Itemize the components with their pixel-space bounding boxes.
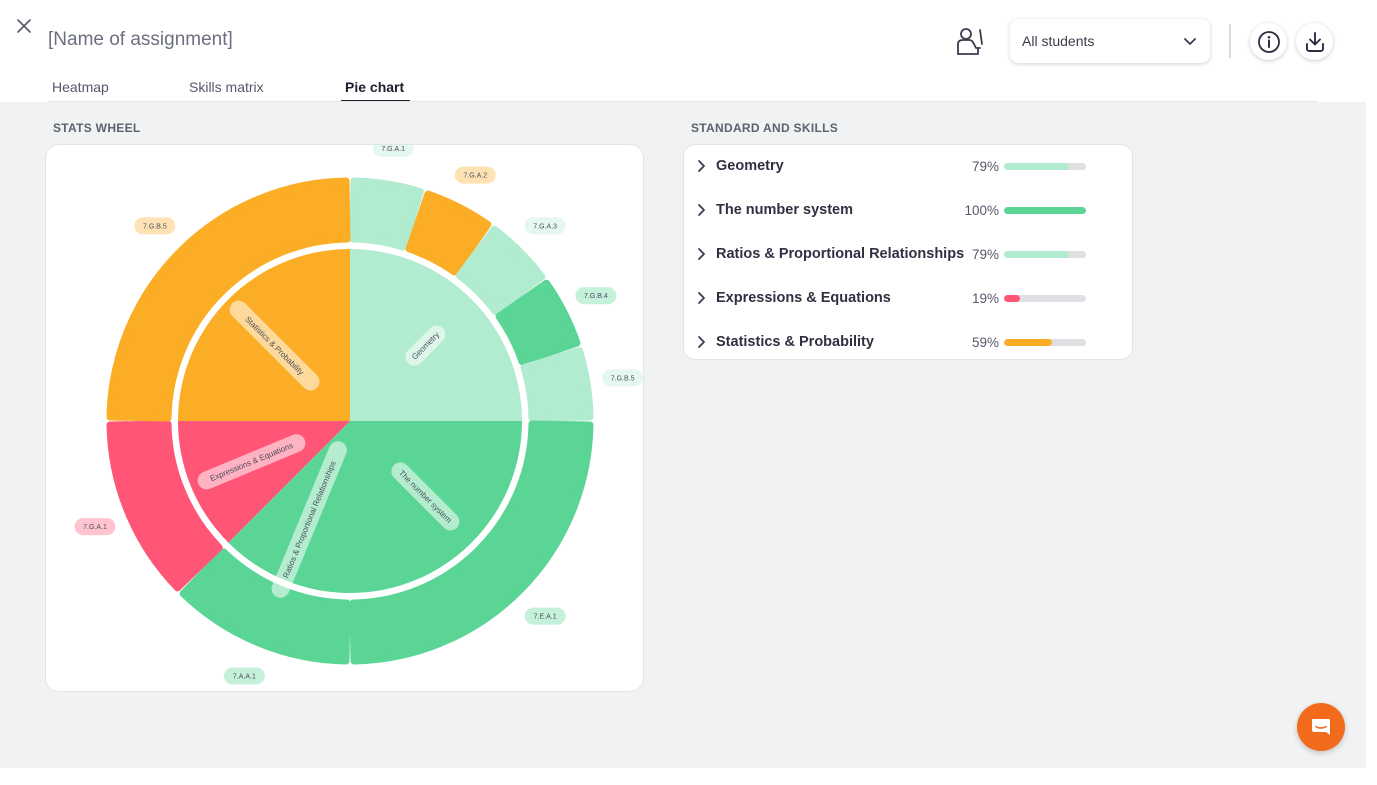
tabs-divider (48, 101, 1318, 102)
content-area: STATS WHEEL STANDARD AND SKILLS Geometry… (0, 102, 1366, 768)
view-tabs: Heatmap Skills matrix Pie chart (0, 78, 1366, 102)
standard-progress-fill (1004, 295, 1020, 302)
seat-icon (957, 28, 983, 55)
close-button[interactable] (14, 16, 34, 36)
outer-segment-1[interactable] (405, 190, 492, 276)
standard-row-ratios[interactable]: Ratios & Proportional Relationships 79% (684, 233, 1134, 277)
outer-segment-6[interactable] (179, 548, 351, 665)
outer-segment-7[interactable] (106, 420, 223, 592)
chevron-right-icon (698, 204, 705, 216)
tab-heatmap[interactable]: Heatmap (52, 79, 109, 95)
download-icon (1305, 31, 1324, 52)
standard-label: Geometry (716, 158, 784, 174)
inner-slice-label-1-bg (391, 462, 460, 531)
standard-label: Ratios & Proportional Relationships (716, 246, 965, 262)
standard-progress-bar (1004, 163, 1086, 170)
chevron-right-icon (698, 292, 705, 304)
chevron-down-icon (1184, 38, 1196, 45)
close-icon (17, 19, 31, 33)
outer-segment-label-0-bg (372, 139, 414, 157)
outer-segment-label-5-text: 7.E.A.1 (534, 614, 557, 621)
outer-segment-label-7: 7.G.A.1 (74, 518, 116, 536)
standard-label: The number system (716, 202, 853, 218)
standard-row-number-system[interactable]: The number system 100% (684, 189, 1134, 233)
outer-segment-label-5-bg (524, 607, 566, 625)
outer-segment-label-4-text: 7.G.B.5 (611, 375, 635, 382)
info-icon (1257, 30, 1280, 53)
student-filter-value: All students (1022, 33, 1095, 49)
outer-segment-label-6: 7.A.A.1 (223, 667, 265, 685)
stats-wheel-card: Geometry The number system Ratios & Propor… (45, 139, 644, 692)
chevron-right-icon (698, 160, 705, 172)
outer-segment-2[interactable] (455, 225, 546, 316)
standard-percent: 79% (971, 159, 999, 174)
outer-segment-label-1: 7.G.A.2 (454, 166, 496, 184)
seat-view-button[interactable] (952, 24, 986, 58)
chevron-right-icon (698, 248, 705, 260)
outer-segment-label-8-text: 7.G.B.5 (143, 223, 167, 230)
inner-slice-label-2-bg (271, 441, 347, 598)
outer-segment-8[interactable] (106, 177, 351, 422)
standard-label: Expressions & Equations (716, 290, 891, 306)
student-filter-select[interactable]: All students (1010, 19, 1210, 63)
chat-support-button[interactable] (1297, 703, 1345, 751)
standards-title: STANDARD AND SKILLS (691, 121, 839, 135)
inner-slice-2[interactable] (228, 421, 350, 593)
outer-segment-label-4: 7.G.B.5 (602, 369, 644, 387)
inner-slice-3[interactable] (178, 421, 350, 543)
standard-progress-fill (1004, 251, 1069, 258)
standard-row-expressions[interactable]: Expressions & Equations 19% (684, 277, 1134, 321)
outer-segment-label-3: 7.G.B.4 (575, 287, 617, 305)
outer-segment-label-0-text: 7.G.A.1 (381, 146, 405, 153)
standard-percent: 59% (971, 335, 999, 350)
outer-segment-label-6-bg (223, 667, 265, 685)
tab-pie-chart[interactable]: Pie chart (345, 79, 405, 95)
outer-segment-label-2: 7.G.A.3 (524, 217, 566, 235)
stats-wheel-title: STATS WHEEL (53, 121, 141, 135)
chevron-right-icon (698, 336, 705, 348)
outer-segment-label-5: 7.E.A.1 (524, 607, 566, 625)
outer-segment-label-2-text: 7.G.A.3 (533, 223, 557, 230)
standard-percent: 100% (964, 203, 999, 218)
standard-progress-fill (1004, 339, 1053, 346)
standard-progress-bar (1004, 339, 1086, 346)
standard-percent: 19% (971, 291, 999, 306)
outer-segment-label-0: 7.G.A.1 (372, 139, 414, 157)
inner-slice-label-3-bg (197, 434, 306, 490)
outer-segment-label-3-text: 7.G.B.4 (584, 293, 608, 300)
standards-list: Geometry 79% The number system 100% Rati… (683, 144, 1133, 360)
outer-segment-label-6-text: 7.A.A.1 (233, 673, 256, 680)
inner-slice-label-0-bg (405, 325, 446, 366)
standard-progress-bar (1004, 295, 1086, 302)
outer-segment-label-8: 7.G.B.5 (134, 217, 176, 235)
outer-segment-label-7-text: 7.G.A.1 (83, 524, 107, 531)
download-button[interactable] (1296, 23, 1333, 60)
inner-slice-label-4-bg (229, 300, 320, 391)
standard-label: Statistics & Probability (716, 334, 874, 350)
outer-segment-label-4-bg (602, 369, 644, 387)
outer-segment-0[interactable] (349, 177, 424, 251)
header-divider (1229, 24, 1231, 58)
info-button[interactable] (1250, 23, 1287, 60)
standard-progress-fill (1004, 163, 1069, 170)
outer-segment-3[interactable] (495, 279, 581, 366)
standard-percent: 79% (971, 247, 999, 262)
outer-segment-label-2-bg (524, 217, 566, 235)
standard-progress-bar (1004, 207, 1086, 214)
chat-icon (1312, 719, 1330, 735)
tab-skills-matrix[interactable]: Skills matrix (189, 79, 264, 95)
standard-progress-fill (1004, 207, 1086, 214)
outer-segment-label-8-bg (134, 217, 176, 235)
assignment-title: [Name of assignment] (48, 29, 233, 50)
outer-segment-label-3-bg (575, 287, 617, 305)
standard-progress-bar (1004, 251, 1086, 258)
outer-segment-label-1-bg (454, 166, 496, 184)
standard-row-geometry[interactable]: Geometry 79% (684, 145, 1134, 189)
outer-segment-label-7-bg (74, 518, 116, 536)
outer-segment-4[interactable] (520, 347, 594, 422)
standard-row-statistics[interactable]: Statistics & Probability 59% (684, 321, 1134, 365)
outer-segment-5[interactable] (349, 420, 594, 665)
outer-segment-label-1-text: 7.G.A.2 (463, 173, 487, 180)
